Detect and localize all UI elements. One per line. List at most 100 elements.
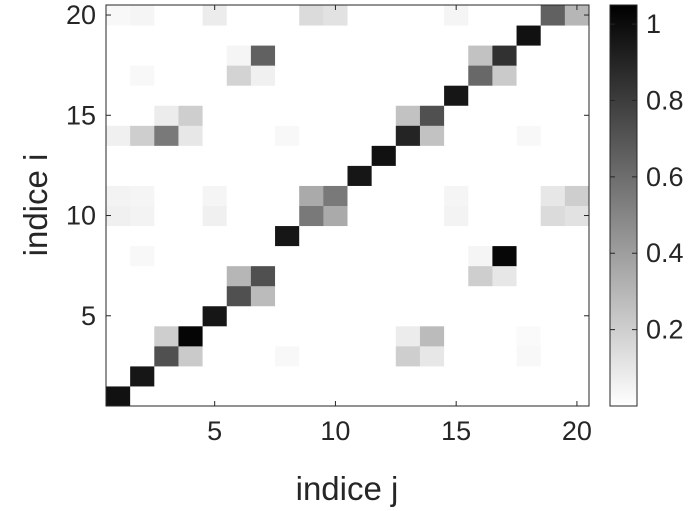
heatmap-cell-i1-j2: [130, 385, 155, 407]
heatmap-cell-i3-j12: [371, 345, 397, 367]
heatmap-cell-i13-j18: [516, 145, 542, 166]
heatmap-cell-i6-j14: [419, 285, 445, 307]
y-axis-ticks: 5 10 15 20: [66, 0, 589, 331]
heatmap-cell-i17-j14: [419, 65, 445, 86]
heatmap-cell-i12-j17: [492, 165, 518, 186]
colorbar-tick-label: 0.2: [646, 315, 684, 345]
heatmap-cell-i17-j9: [299, 65, 324, 86]
heatmap-cell-i4-j7: [250, 325, 276, 347]
heatmap-cell-i13-j19: [540, 145, 566, 166]
heatmap-cell-i1-j7: [250, 385, 276, 407]
heatmap-cell-i6-j3: [154, 285, 179, 307]
heatmap-cell-i6-j13: [395, 285, 421, 307]
heatmap-cell-i10-j3: [154, 205, 179, 227]
heatmap-cell-i10-j8: [275, 205, 300, 227]
heatmap-cell-i5-j18: [516, 305, 542, 327]
heatmap-cell-i19-j19: [540, 25, 566, 46]
heatmap-cell-i16-j3: [154, 85, 179, 106]
heatmap-cell-i7-j9: [299, 265, 324, 287]
heatmap-cell-i9-j7: [250, 225, 276, 247]
heatmap-cell-i7-j2: [130, 265, 155, 287]
heatmap-cell-i19-j9: [299, 25, 324, 46]
heatmap-cell-i2-j19: [540, 365, 566, 387]
heatmap-cell-i6-j10: [323, 285, 348, 307]
heatmap-cell-i19-j10: [323, 25, 348, 46]
y-tick-label: 10: [66, 201, 96, 231]
heatmap-cell-i1-j4: [178, 385, 204, 407]
heatmap-cell-i7-j11: [347, 265, 373, 287]
heatmap-cell-i8-j16: [468, 245, 493, 267]
heatmap-cell-i2-j14: [419, 365, 445, 387]
heatmap-cell-i12-j19: [540, 165, 566, 186]
heatmap-cell-i16-j8: [275, 85, 300, 106]
heatmap-cell-i20-j6: [226, 5, 252, 26]
heatmap-cell-i9-j13: [395, 225, 421, 247]
heatmap-cell-i11-j12: [371, 185, 397, 206]
heatmap-cell-i17-j5: [202, 65, 228, 86]
heatmap-cell-i12-j16: [468, 165, 493, 186]
heatmap-cell-i15-j19: [540, 105, 566, 126]
heatmap-cell-i18-j18: [516, 45, 542, 66]
heatmap-cell-i18-j20: [564, 45, 590, 66]
heatmap-cell-i18-j5: [202, 45, 228, 66]
heatmap-cell-i16-j6: [226, 85, 252, 106]
heatmap-cell-i18-j10: [323, 45, 348, 66]
heatmap-cell-i10-j11: [347, 205, 373, 227]
heatmap-cell-i13-j16: [468, 145, 493, 166]
heatmap-cell-i7-j5: [202, 265, 228, 287]
heatmap-cell-i2-j10: [323, 365, 348, 387]
heatmap-cell-i18-j6: [226, 45, 252, 66]
heatmap-cell-i16-j2: [130, 85, 155, 106]
heatmap-cell-i4-j19: [540, 325, 566, 347]
heatmap-cell-i13-j1: [106, 145, 131, 166]
heatmap-cell-i11-j20: [564, 185, 590, 206]
heatmap-cell-i11-j2: [130, 185, 155, 206]
heatmap-cell-i7-j6: [226, 265, 252, 287]
heatmap-cell-i18-j1: [106, 45, 131, 66]
heatmap-cell-i10-j6: [226, 205, 252, 227]
heatmap-cell-i2-j5: [202, 365, 228, 387]
heatmap-cell-i19-j18: [516, 25, 542, 46]
colorbar-tick-label: 1: [646, 9, 661, 39]
heatmap-cell-i14-j5: [202, 125, 228, 146]
heatmap-cell-i8-j19: [540, 245, 566, 267]
heatmap-cell-i10-j5: [202, 205, 228, 227]
heatmap-cell-i5-j15: [444, 305, 469, 327]
heatmap-cell-i6-j15: [444, 285, 469, 307]
heatmap-cell-i3-j16: [468, 345, 493, 367]
heatmap-cell-i18-j8: [275, 45, 300, 66]
heatmap-cell-i2-j9: [299, 365, 324, 387]
heatmap-cell-i2-j6: [226, 365, 252, 387]
heatmap-cell-i17-j6: [226, 65, 252, 86]
heatmap-cell-i14-j13: [395, 125, 421, 146]
heatmap-cell-i14-j14: [419, 125, 445, 146]
heatmap-cell-i4-j12: [371, 325, 397, 347]
heatmap-cell-i13-j4: [178, 145, 204, 166]
heatmap-cell-i9-j6: [226, 225, 252, 247]
heatmap-cell-i9-j11: [347, 225, 373, 247]
heatmap-cell-i5-j4: [178, 305, 204, 327]
heatmap-cell-i17-j13: [395, 65, 421, 86]
heatmap-cell-i10-j14: [419, 205, 445, 227]
heatmap-cell-i20-j4: [178, 5, 204, 26]
heatmap-cell-i12-j2: [130, 165, 155, 186]
heatmap-cell-i3-j14: [419, 345, 445, 367]
heatmap-cell-i15-j14: [419, 105, 445, 126]
heatmap-cell-i10-j18: [516, 205, 542, 227]
x-tick-label: 5: [207, 416, 222, 446]
heatmap-cell-i11-j6: [226, 185, 252, 206]
heatmap-cell-i15-j3: [154, 105, 179, 126]
heatmap-cell-i9-j18: [516, 225, 542, 247]
heatmap-cell-i1-j8: [275, 385, 300, 407]
plot-area-frame: [105, 4, 590, 407]
heatmap-cell-i3-j7: [250, 345, 276, 367]
heatmap-cell-i7-j12: [371, 265, 397, 287]
heatmap-cell-i13-j12: [371, 145, 397, 166]
heatmap-cell-i8-j5: [202, 245, 228, 267]
heatmap-cell-i20-j1: [106, 5, 131, 26]
heatmap-cell-i5-j6: [226, 305, 252, 327]
heatmap-cell-i17-j19: [540, 65, 566, 86]
heatmap-cell-i7-j13: [395, 265, 421, 287]
heatmap-cell-i6-j16: [468, 285, 493, 307]
heatmap-cell-i19-j15: [444, 25, 469, 46]
